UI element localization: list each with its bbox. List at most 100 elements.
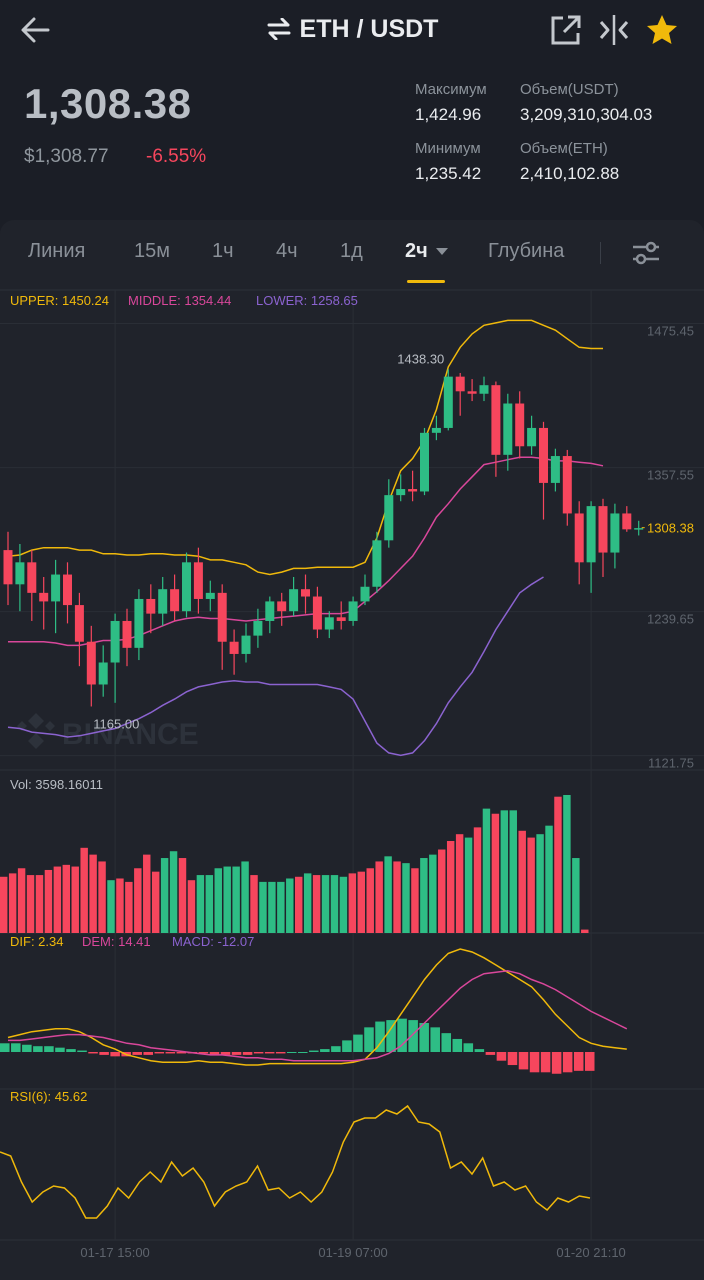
volume-bar bbox=[160, 858, 169, 933]
low-label: Минимум bbox=[415, 140, 481, 157]
candle-body bbox=[336, 617, 346, 621]
tab-1h[interactable]: 1ч bbox=[212, 240, 234, 262]
candle-body bbox=[289, 589, 299, 612]
candle-body bbox=[265, 601, 275, 621]
candle-body bbox=[86, 641, 96, 685]
volume-bar bbox=[232, 866, 240, 933]
macd-histogram-bar bbox=[540, 1052, 551, 1073]
candle-body bbox=[205, 592, 215, 599]
caret-down-icon bbox=[436, 247, 449, 255]
volume-bar bbox=[339, 876, 348, 933]
tab-line[interactable]: Линия bbox=[28, 240, 86, 262]
candle-body bbox=[396, 489, 406, 496]
candle-body bbox=[277, 601, 287, 612]
last-price-tag: 1308.38 bbox=[647, 521, 694, 536]
min-price-label: 1165.00 bbox=[93, 716, 139, 731]
legend-middle: MIDDLE: 1354.44 bbox=[128, 293, 231, 308]
volume-bar bbox=[277, 881, 285, 933]
volume-bar bbox=[241, 861, 249, 933]
volume-bar bbox=[259, 881, 267, 933]
candle-body bbox=[539, 427, 548, 483]
candle-body bbox=[348, 601, 358, 621]
candle-body bbox=[134, 598, 144, 648]
volume-bar bbox=[71, 866, 79, 933]
macd-histogram-bar bbox=[474, 1049, 485, 1052]
candle-body bbox=[503, 403, 513, 455]
volume-bar bbox=[62, 864, 71, 933]
volume-usdt-label: Объем(USDT) bbox=[520, 81, 619, 98]
macd-histogram-bar bbox=[275, 1052, 286, 1054]
volume-bar bbox=[375, 861, 383, 933]
share-icon[interactable] bbox=[548, 12, 584, 48]
candle-body bbox=[158, 589, 168, 614]
max-price-label: 1438.30 bbox=[397, 351, 444, 366]
macd-histogram-bar bbox=[44, 1046, 54, 1052]
candle-body bbox=[586, 506, 596, 563]
macd-histogram-bar bbox=[430, 1027, 440, 1052]
volume-eth-label: Объем(ETH) bbox=[520, 140, 608, 157]
candle-body bbox=[217, 592, 227, 642]
macd-histogram-bar bbox=[132, 1052, 142, 1055]
tab-15m[interactable]: 15м bbox=[134, 240, 170, 262]
price-tick-label: 1357.55 bbox=[647, 468, 694, 483]
compare-icon[interactable] bbox=[596, 12, 632, 48]
volume-bar bbox=[214, 868, 222, 933]
favorite-star-icon[interactable] bbox=[644, 12, 680, 48]
volume-bar bbox=[420, 858, 428, 933]
pair-title[interactable]: ETH / USDT bbox=[0, 14, 704, 44]
volume-bar bbox=[572, 858, 580, 933]
price-change: -6.55% bbox=[146, 146, 207, 167]
swap-icon bbox=[267, 18, 291, 41]
candle-body bbox=[51, 574, 61, 602]
candle-body bbox=[63, 574, 72, 606]
macd-histogram-bar bbox=[209, 1052, 220, 1055]
volume-bar bbox=[500, 810, 509, 933]
candle-body bbox=[562, 456, 572, 514]
tab-4h[interactable]: 4ч bbox=[276, 240, 298, 262]
macd-histogram-bar bbox=[298, 1052, 308, 1053]
candle-body bbox=[27, 562, 37, 593]
volume-bar bbox=[563, 795, 571, 933]
macd-histogram-bar bbox=[364, 1027, 374, 1052]
volume-bar bbox=[509, 810, 517, 933]
volume-bar bbox=[178, 858, 187, 933]
back-arrow-icon[interactable] bbox=[16, 12, 56, 48]
candle-body bbox=[110, 620, 120, 663]
volume-bar bbox=[53, 866, 62, 933]
tab-1d[interactable]: 1д bbox=[340, 240, 363, 262]
volume-bar bbox=[527, 837, 535, 933]
candle-body bbox=[15, 562, 25, 585]
volume-eth-value: 2,410,102.88 bbox=[520, 164, 620, 183]
macd-histogram-bar bbox=[463, 1043, 474, 1052]
candle-body bbox=[550, 456, 560, 483]
macd-histogram-bar bbox=[452, 1038, 463, 1052]
macd-histogram-bar bbox=[165, 1052, 176, 1054]
macd-histogram-bar bbox=[331, 1046, 341, 1052]
tab-2h[interactable]: 2ч bbox=[405, 240, 449, 263]
candle-body bbox=[98, 662, 108, 685]
binance-logo-icon bbox=[17, 713, 55, 749]
high-value: 1,424.96 bbox=[415, 105, 482, 124]
volume-bar bbox=[321, 875, 330, 933]
macd-histogram-bar bbox=[441, 1033, 452, 1052]
volume-bar bbox=[89, 854, 97, 933]
legend-dem: DEM: 14.41 bbox=[82, 934, 151, 949]
volume-bar bbox=[464, 837, 473, 933]
macd-histogram-bar bbox=[88, 1052, 98, 1054]
candle-body bbox=[634, 528, 644, 530]
macd-histogram-bar bbox=[551, 1052, 562, 1074]
chart-settings-icon[interactable] bbox=[626, 236, 666, 270]
candle-body bbox=[39, 592, 49, 602]
candle-body bbox=[253, 620, 263, 636]
macd-histogram-bar bbox=[55, 1047, 65, 1052]
candle-body bbox=[301, 589, 310, 597]
volume-bar bbox=[250, 875, 258, 933]
tab-depth[interactable]: Глубина bbox=[488, 240, 565, 262]
macd-histogram-bar bbox=[342, 1040, 352, 1052]
candle-body bbox=[515, 403, 525, 447]
candle-body bbox=[74, 605, 84, 642]
candle-body bbox=[360, 586, 370, 602]
chart-panel: Линия 15м 1ч 4ч 1д 2ч Глубина bbox=[0, 220, 704, 1280]
volume-bar bbox=[482, 808, 491, 933]
